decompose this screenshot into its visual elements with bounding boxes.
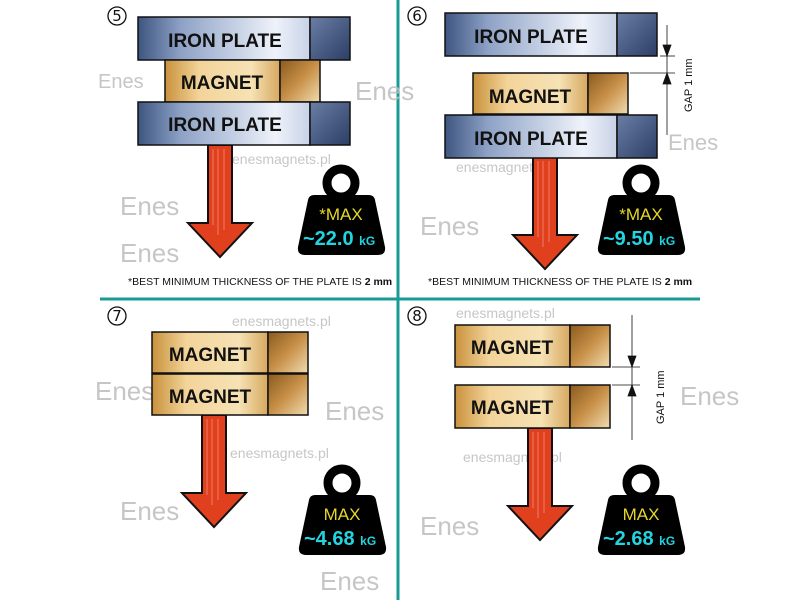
watermark-logo: Enes — [98, 71, 144, 93]
gap-dimension: GAP 1 mm — [630, 25, 695, 135]
max-label: MAX — [623, 505, 660, 524]
watermark-logo: Enes — [120, 191, 179, 221]
weight-icon: *MAX ~22.0 kG — [298, 169, 385, 255]
iron-plate-label: IRON PLATE — [474, 129, 588, 150]
gap-label: GAP 1 mm — [655, 370, 667, 424]
panel-number: 5 — [112, 7, 122, 25]
max-force-value: ~4.68 kG — [304, 528, 376, 550]
iron-plate-bottom: IRON PLATE — [137, 101, 351, 146]
panel-number-badge — [407, 306, 427, 326]
panel-6: 6 IRON PLATE MAGNET IRON PLATE GAP 1 mm — [407, 6, 695, 288]
magnet-label: MAGNET — [489, 87, 572, 108]
magnet: MAGNET — [472, 72, 629, 115]
magnet-top: MAGNET — [454, 324, 611, 368]
plate-thickness-note: *BEST MINIMUM THICKNESS OF THE PLATE IS … — [428, 276, 692, 288]
panel-5: 5 IRON PLATE MAGNET IRON PLATE *MAX ~22.… — [107, 6, 392, 288]
panel-number-badge — [407, 6, 427, 26]
watermark-logo: Enes — [680, 381, 739, 411]
panel-number-badge — [107, 306, 127, 326]
watermark-site: enesmagnets.pl — [232, 313, 331, 329]
magnet-bottom: MAGNET — [151, 373, 309, 416]
watermark-logo: Enes — [120, 238, 179, 268]
watermark-logo: Enes — [325, 396, 384, 426]
watermark-site: enesmagnets.pl — [456, 159, 555, 175]
max-force-value: ~9.50 kG — [603, 228, 675, 250]
magnet-label: MAGNET — [471, 398, 554, 419]
magnet-top: MAGNET — [151, 331, 309, 374]
force-arrow-icon — [181, 414, 247, 528]
gap-dimension: GAP 1 mm — [612, 315, 667, 440]
magnet-bottom: MAGNET — [454, 384, 611, 429]
watermark-logo: Enes — [95, 376, 154, 406]
magnet-label: MAGNET — [471, 338, 554, 359]
weight-icon: MAX ~2.68 kG — [598, 469, 685, 555]
max-label: *MAX — [619, 205, 662, 224]
panel-number: 6 — [412, 7, 422, 25]
iron-plate-bottom: IRON PLATE — [444, 114, 658, 159]
max-label: *MAX — [319, 205, 362, 224]
force-arrow-icon — [507, 427, 573, 541]
weight-icon: MAX ~4.68 kG — [299, 469, 386, 555]
panel-number: 7 — [112, 307, 122, 325]
watermark-logo: Enes — [420, 211, 479, 241]
watermark-logo: Enes — [120, 496, 179, 526]
iron-plate-top: IRON PLATE — [444, 12, 658, 57]
plate-thickness-note: *BEST MINIMUM THICKNESS OF THE PLATE IS … — [128, 276, 392, 288]
iron-plate-label: IRON PLATE — [168, 115, 282, 136]
watermark-logo: Enes — [420, 511, 479, 541]
magnet-label: MAGNET — [169, 345, 252, 366]
iron-plate-label: IRON PLATE — [168, 31, 282, 52]
magnet: MAGNET — [164, 59, 321, 103]
watermark-logo: Enes — [355, 76, 414, 106]
weight-icon: *MAX ~9.50 kG — [598, 169, 685, 255]
panel-number: 8 — [412, 307, 422, 325]
iron-plate-top: IRON PLATE — [137, 16, 351, 61]
watermark-logo: Enes — [668, 130, 718, 155]
max-label: MAX — [324, 505, 361, 524]
panel-8: 8 MAGNET MAGNET GAP 1 mm MAX ~2.68 kG — [407, 306, 685, 555]
max-force-value: ~2.68 kG — [603, 528, 675, 550]
watermark-site: enesmagnets.pl — [456, 305, 555, 321]
max-force-value: ~22.0 kG — [303, 228, 375, 250]
panel-7: 7 MAGNET MAGNET MAX ~4.68 kG — [107, 306, 386, 555]
magnet-label: MAGNET — [181, 73, 264, 94]
watermark-site: enesmagnets.pl — [232, 151, 331, 167]
gap-label: GAP 1 mm — [683, 58, 695, 112]
watermark-logo: Enes — [320, 566, 379, 596]
iron-plate-label: IRON PLATE — [474, 27, 588, 48]
panel-number-badge — [107, 6, 127, 26]
magnet-label: MAGNET — [169, 387, 252, 408]
watermark-site: enesmagnets.pl — [230, 445, 329, 461]
